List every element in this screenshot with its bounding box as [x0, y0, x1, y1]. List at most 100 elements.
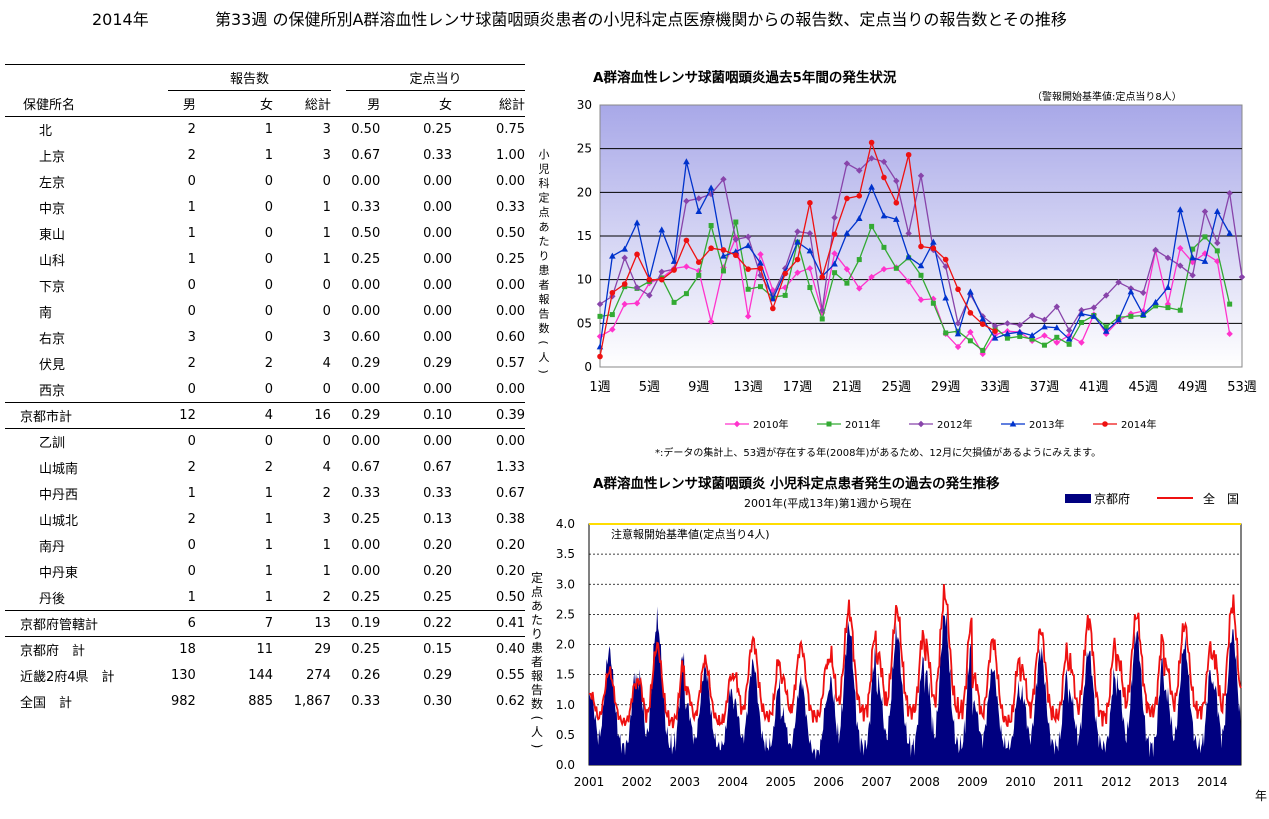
x-tick-label: 2010 — [1005, 775, 1036, 789]
cell-pm: 0.26 — [351, 668, 381, 683]
cell-pt: 0.60 — [496, 330, 525, 345]
y-tick-label: 1.0 — [556, 698, 575, 712]
y-tick-label: 3.0 — [556, 577, 575, 591]
data-point — [1102, 292, 1110, 299]
five-year-line-chart: 0 05 10 15 20 25 30 1週 5週 9週 13週 17週 21週 25週 29週 33週 37週… — [537, 98, 1257, 431]
cell-t: 1 — [322, 252, 331, 267]
data-point — [609, 252, 616, 259]
y-axis-label-char: 児 — [539, 163, 550, 176]
cell-m: 0 — [187, 304, 196, 319]
kyoto-area — [589, 606, 1241, 765]
y-axis-label-char: 人 — [531, 725, 543, 739]
table-row: 中丹西 1 1 2 0.33 0.33 0.67 — [5, 481, 525, 507]
cell-pt: 1.00 — [496, 148, 525, 163]
series-line-2013年 — [599, 161, 1231, 348]
x-tick-label: 5週 — [639, 380, 660, 395]
y-axis-label-char: 点 — [539, 206, 550, 219]
cell-m: 0 — [187, 381, 196, 397]
legend-label: 2012年 — [937, 418, 972, 431]
data-point — [844, 280, 850, 286]
row-name: 乙訓 — [5, 428, 168, 455]
y-axis-label-char: り — [531, 627, 543, 641]
cell-pt: 0.41 — [452, 610, 525, 637]
cell-t: 0 — [322, 304, 331, 319]
cell-f: 1 — [264, 589, 274, 605]
data-point — [1140, 289, 1147, 296]
x-tick-label: 2003 — [670, 775, 701, 789]
cell-pm: 0.29 — [345, 402, 381, 429]
x-tick-label: 2014 — [1197, 775, 1228, 789]
data-point — [855, 215, 863, 222]
legend-national: 全 国 — [1157, 491, 1239, 506]
cell-m: 2 — [187, 512, 196, 527]
y-axis-label-char: 科 — [539, 176, 550, 190]
data-point — [633, 300, 641, 307]
row-name: 東山 — [39, 228, 66, 243]
data-point — [1115, 316, 1122, 323]
data-point — [609, 289, 616, 296]
data-point — [621, 245, 628, 252]
table-row: 下京 0 0 0 0.00 0.00 0.00 — [5, 273, 525, 299]
row-name: 右京 — [39, 332, 66, 347]
data-point — [980, 347, 986, 353]
table-header-columns: 保健所名 男 女 総計 男 女 総計 — [5, 91, 525, 117]
cell-pf: 0.00 — [423, 330, 453, 345]
cell-pt: 0.50 — [496, 226, 525, 241]
y-tick-label: 2.5 — [556, 607, 575, 621]
data-point — [609, 312, 615, 318]
data-point — [1103, 324, 1109, 330]
data-point — [1226, 330, 1233, 338]
cell-pt: 0.67 — [496, 486, 525, 501]
y-tick-label: 20 — [577, 185, 592, 199]
data-point — [832, 270, 838, 276]
cell-f: 2 — [264, 356, 274, 371]
x-axis-label: 年 — [1255, 789, 1267, 803]
data-point — [930, 238, 937, 245]
row-name: 西京 — [39, 383, 66, 399]
legend-marker — [1009, 420, 1017, 427]
cell-pf: 0.29 — [423, 668, 453, 683]
cell-pf: 0.25 — [380, 116, 453, 143]
data-point — [1139, 311, 1147, 318]
x-tick-label: 9週 — [688, 380, 709, 395]
x-tick-label: 13週 — [733, 380, 763, 395]
data-point — [905, 151, 912, 158]
col-header-total-per: 総計 — [498, 98, 525, 113]
cell-pt: 0.33 — [496, 200, 525, 215]
data-point — [744, 242, 752, 249]
data-point — [1189, 259, 1196, 266]
cell-pm: 0.25 — [351, 512, 381, 527]
cell-pf: 0.00 — [423, 174, 453, 189]
row-name: 京都府 計 — [5, 636, 168, 663]
x-tick-label: 2001 — [574, 775, 605, 789]
col-header-name: 保健所名 — [23, 97, 76, 113]
data-point — [707, 184, 715, 191]
data-point — [967, 310, 974, 316]
data-point — [733, 252, 739, 259]
data-point — [880, 212, 888, 219]
row-name: 中丹東 — [39, 566, 79, 581]
data-point — [1004, 320, 1011, 327]
y-axis-label-char: 患 — [539, 264, 550, 277]
x-tick-label: 2005 — [765, 775, 796, 789]
data-point — [671, 299, 677, 305]
cell-t: 3 — [322, 330, 331, 345]
y-axis-label-char: 人 — [539, 351, 550, 364]
data-point — [893, 265, 899, 271]
y-axis-label-char: た — [539, 235, 550, 248]
data-point — [843, 160, 851, 167]
cell-pt: 0.20 — [496, 564, 525, 579]
cell-pt: 0.20 — [496, 538, 525, 553]
row-name: 京都府管轄計 — [5, 610, 168, 637]
data-point — [819, 307, 826, 314]
cell-t: 16 — [273, 402, 331, 429]
cell-pf: 0.00 — [423, 252, 453, 267]
data-point — [1053, 339, 1061, 346]
data-point — [782, 270, 788, 277]
health-center-table: 報告数 定点当り 保健所名 男 女 総計 男 女 総計 北 2 1 3 0.50 0.25… — [5, 64, 525, 715]
data-point — [893, 215, 900, 222]
chart2-title: A群溶血性レンサ球菌咽頭炎 小児科定点患者発生の過去の発生推移 — [593, 476, 1000, 492]
data-point — [943, 330, 949, 336]
data-point — [807, 200, 813, 206]
data-point — [918, 243, 924, 250]
